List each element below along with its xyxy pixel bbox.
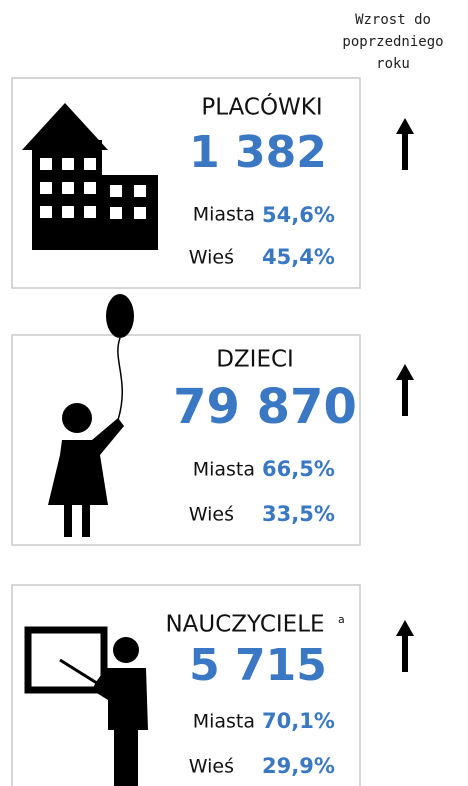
row-label: Wieś — [189, 504, 234, 526]
row-value: 45,4% — [262, 245, 335, 269]
row-label: Miasta — [193, 711, 255, 733]
card-title: PLACÓWKI — [201, 93, 322, 121]
row-label: Miasta — [193, 204, 255, 226]
teacher-icon — [24, 626, 148, 786]
building-icon — [22, 103, 158, 250]
card-title: DZIECI — [216, 347, 294, 373]
card-value: 79 870 — [173, 379, 357, 435]
card-value: 1 382 — [189, 127, 327, 178]
growth-label: Wzrost do — [355, 12, 431, 28]
card-title: NAUCZYCIELE — [165, 612, 324, 638]
row-label: Wieś — [189, 247, 234, 269]
row-value: 70,1% — [262, 709, 335, 733]
row-value: 54,6% — [262, 203, 335, 227]
card-value: 5 715 — [189, 640, 327, 691]
up-arrow — [396, 364, 414, 416]
child-icon — [48, 294, 134, 537]
footnote-mark: a — [338, 613, 345, 626]
up-arrow — [396, 620, 414, 672]
row-value: 33,5% — [262, 502, 335, 526]
row-value: 66,5% — [262, 457, 335, 481]
growth-label: roku — [376, 56, 410, 72]
row-label: Miasta — [193, 459, 255, 481]
row-value: 29,9% — [262, 754, 335, 778]
growth-label: poprzedniego — [342, 34, 443, 50]
up-arrow — [396, 118, 414, 170]
row-label: Wieś — [189, 756, 234, 778]
